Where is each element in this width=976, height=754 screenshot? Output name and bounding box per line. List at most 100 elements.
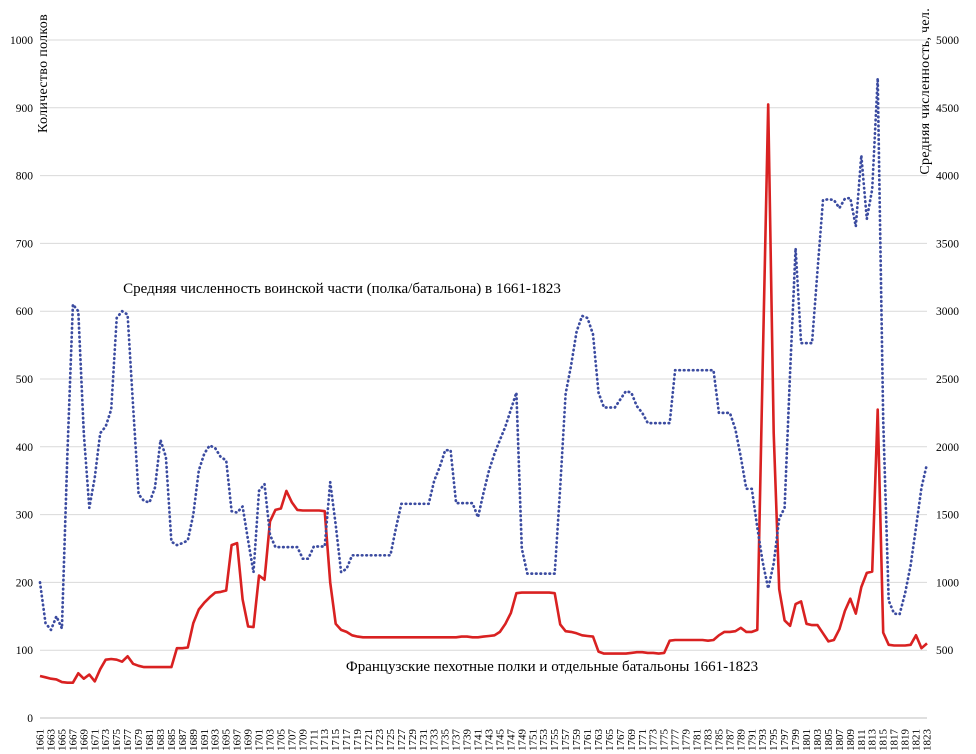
x-axis-tick-label: 1763 [593,729,605,752]
x-axis-tick-label: 1793 [757,729,769,752]
x-axis-tick-label: 1749 [516,729,528,752]
red-series-annotation: Французские пехотные полки и отдельные б… [345,659,759,675]
left-axis-tick-label: 0 [27,713,33,725]
x-axis-tick-label: 1805 [823,729,835,752]
regiments-series-line [39,103,928,685]
x-axis-tick-label: 1791 [746,729,758,751]
right-axis-tick-label: 2000 [936,442,959,454]
x-axis-tick-label: 1745 [494,729,506,752]
right-axis-title: Средняя численность, чел. [918,8,933,175]
x-axis-tick-label: 1723 [374,729,386,752]
x-axis-tick-label: 1703 [265,729,277,752]
x-axis-tick-label: 1705 [275,729,287,752]
x-axis-tick-label: 1731 [418,729,430,751]
left-axis-tick-label: 700 [16,238,34,250]
x-axis-tick-label: 1773 [648,729,660,752]
x-axis-tick-label: 1681 [144,729,156,751]
x-axis-tick-label: 1785 [713,729,725,752]
x-axis-tick-label: 1751 [527,729,539,751]
x-axis-tick-label: 1769 [626,729,638,752]
x-axis-tick-label: 1717 [341,729,353,752]
x-axis-tick-label: 1687 [177,729,189,752]
left-axis-tick-label: 100 [16,645,34,657]
right-axis-tick-label: 5000 [936,35,959,47]
x-axis-tick-label: 1757 [560,729,572,752]
x-axis-tick-label: 1737 [451,729,463,752]
x-axis-tick-label: 1663 [46,729,58,752]
x-axis-tick-label: 1809 [845,729,857,752]
x-axis-tick-label: 1693 [210,729,222,752]
left-axis-title: Количество полков [36,14,51,133]
x-axis-tick-label: 1701 [254,729,266,751]
left-axis-tick-label: 1000 [10,35,33,47]
x-axis-tick-label: 1819 [900,729,912,752]
x-axis-tick-label: 1781 [692,729,704,751]
x-axis-tick-label: 1761 [582,729,594,751]
x-axis-tick-label: 1803 [812,729,824,752]
left-axis-tick-label: 800 [16,171,34,183]
left-axis-tick-label: 500 [16,374,34,386]
x-axis-tick-label: 1743 [484,729,496,752]
right-axis-tick-label: 3500 [936,238,959,250]
x-axis-tick-label: 1689 [188,729,200,752]
x-axis-tick-label: 1779 [681,729,693,752]
x-axis-tick-label: 1725 [385,729,397,752]
x-axis-tick-label: 1741 [473,729,485,751]
x-axis-tick-label: 1691 [199,729,211,751]
x-axis-tick-label: 1707 [286,729,298,752]
x-axis-tick-label: 1775 [659,729,671,752]
x-axis-tick-label: 1727 [396,729,408,752]
x-axis-tick-label: 1755 [549,729,561,752]
x-axis-tick-label: 1783 [703,729,715,752]
left-axis-tick-label: 900 [16,103,34,115]
x-axis-tick-label: 1817 [889,729,901,752]
x-axis-tick-label: 1771 [637,729,649,751]
x-axis-tick-label: 1679 [133,729,145,752]
blue-series-annotation: Средняя численность воинской части (полк… [123,281,561,297]
x-axis-tick-label: 1661 [35,729,47,751]
x-axis-tick-label: 1815 [878,729,890,752]
left-axis-tick-label: 600 [16,306,34,318]
right-axis-tick-label: 1500 [936,510,959,522]
x-axis-tick-label: 1713 [319,729,331,752]
x-axis-tick-label: 1721 [363,729,375,751]
x-axis-tick-label: 1789 [735,729,747,752]
x-axis-tick-label: 1735 [440,729,452,752]
x-axis-tick-label: 1821 [911,729,923,751]
right-axis-tick-label: 4500 [936,103,959,115]
right-axis-tick-label: 1000 [936,577,959,589]
left-axis-tick-label: 400 [16,442,34,454]
x-axis-tick-label: 1777 [670,729,682,752]
x-axis-tick-label: 1753 [538,729,550,752]
x-axis-tick-label: 1729 [407,729,419,752]
x-axis-tick-label: 1677 [122,729,134,752]
right-axis-tick-label: 4000 [936,171,959,183]
x-axis-tick-label: 1739 [462,729,474,752]
x-axis-tick-label: 1695 [221,729,233,752]
x-axis-tick-label: 1683 [155,729,167,752]
x-axis-tick-label: 1675 [111,729,123,752]
left-axis-tick-label: 300 [16,510,34,522]
x-axis-tick-label: 1699 [243,729,255,752]
x-axis-tick-label: 1711 [308,729,320,751]
x-axis-tick-label: 1719 [352,729,364,752]
right-axis-tick-label: 2500 [936,374,959,386]
avg-strength-series-line [38,76,929,632]
x-axis-tick-label: 1715 [330,729,342,752]
x-axis-tick-label: 1799 [790,729,802,752]
x-axis-tick-label: 1747 [505,729,517,752]
x-axis-tick-label: 1823 [922,729,934,752]
x-axis-tick-label: 1665 [56,729,68,752]
x-axis-tick-label: 1807 [834,729,846,752]
x-axis-tick-label: 1795 [768,729,780,752]
x-axis-tick-label: 1765 [604,729,616,752]
x-axis-tick-label: 1685 [166,729,178,752]
right-axis-tick-label: 3000 [936,306,959,318]
x-axis-tick-label: 1733 [429,729,441,752]
x-axis-tick-label: 1669 [78,729,90,752]
right-axis-tick-label: 500 [936,645,954,657]
x-axis-tick-label: 1813 [867,729,879,752]
x-axis-tick-label: 1697 [232,729,244,752]
